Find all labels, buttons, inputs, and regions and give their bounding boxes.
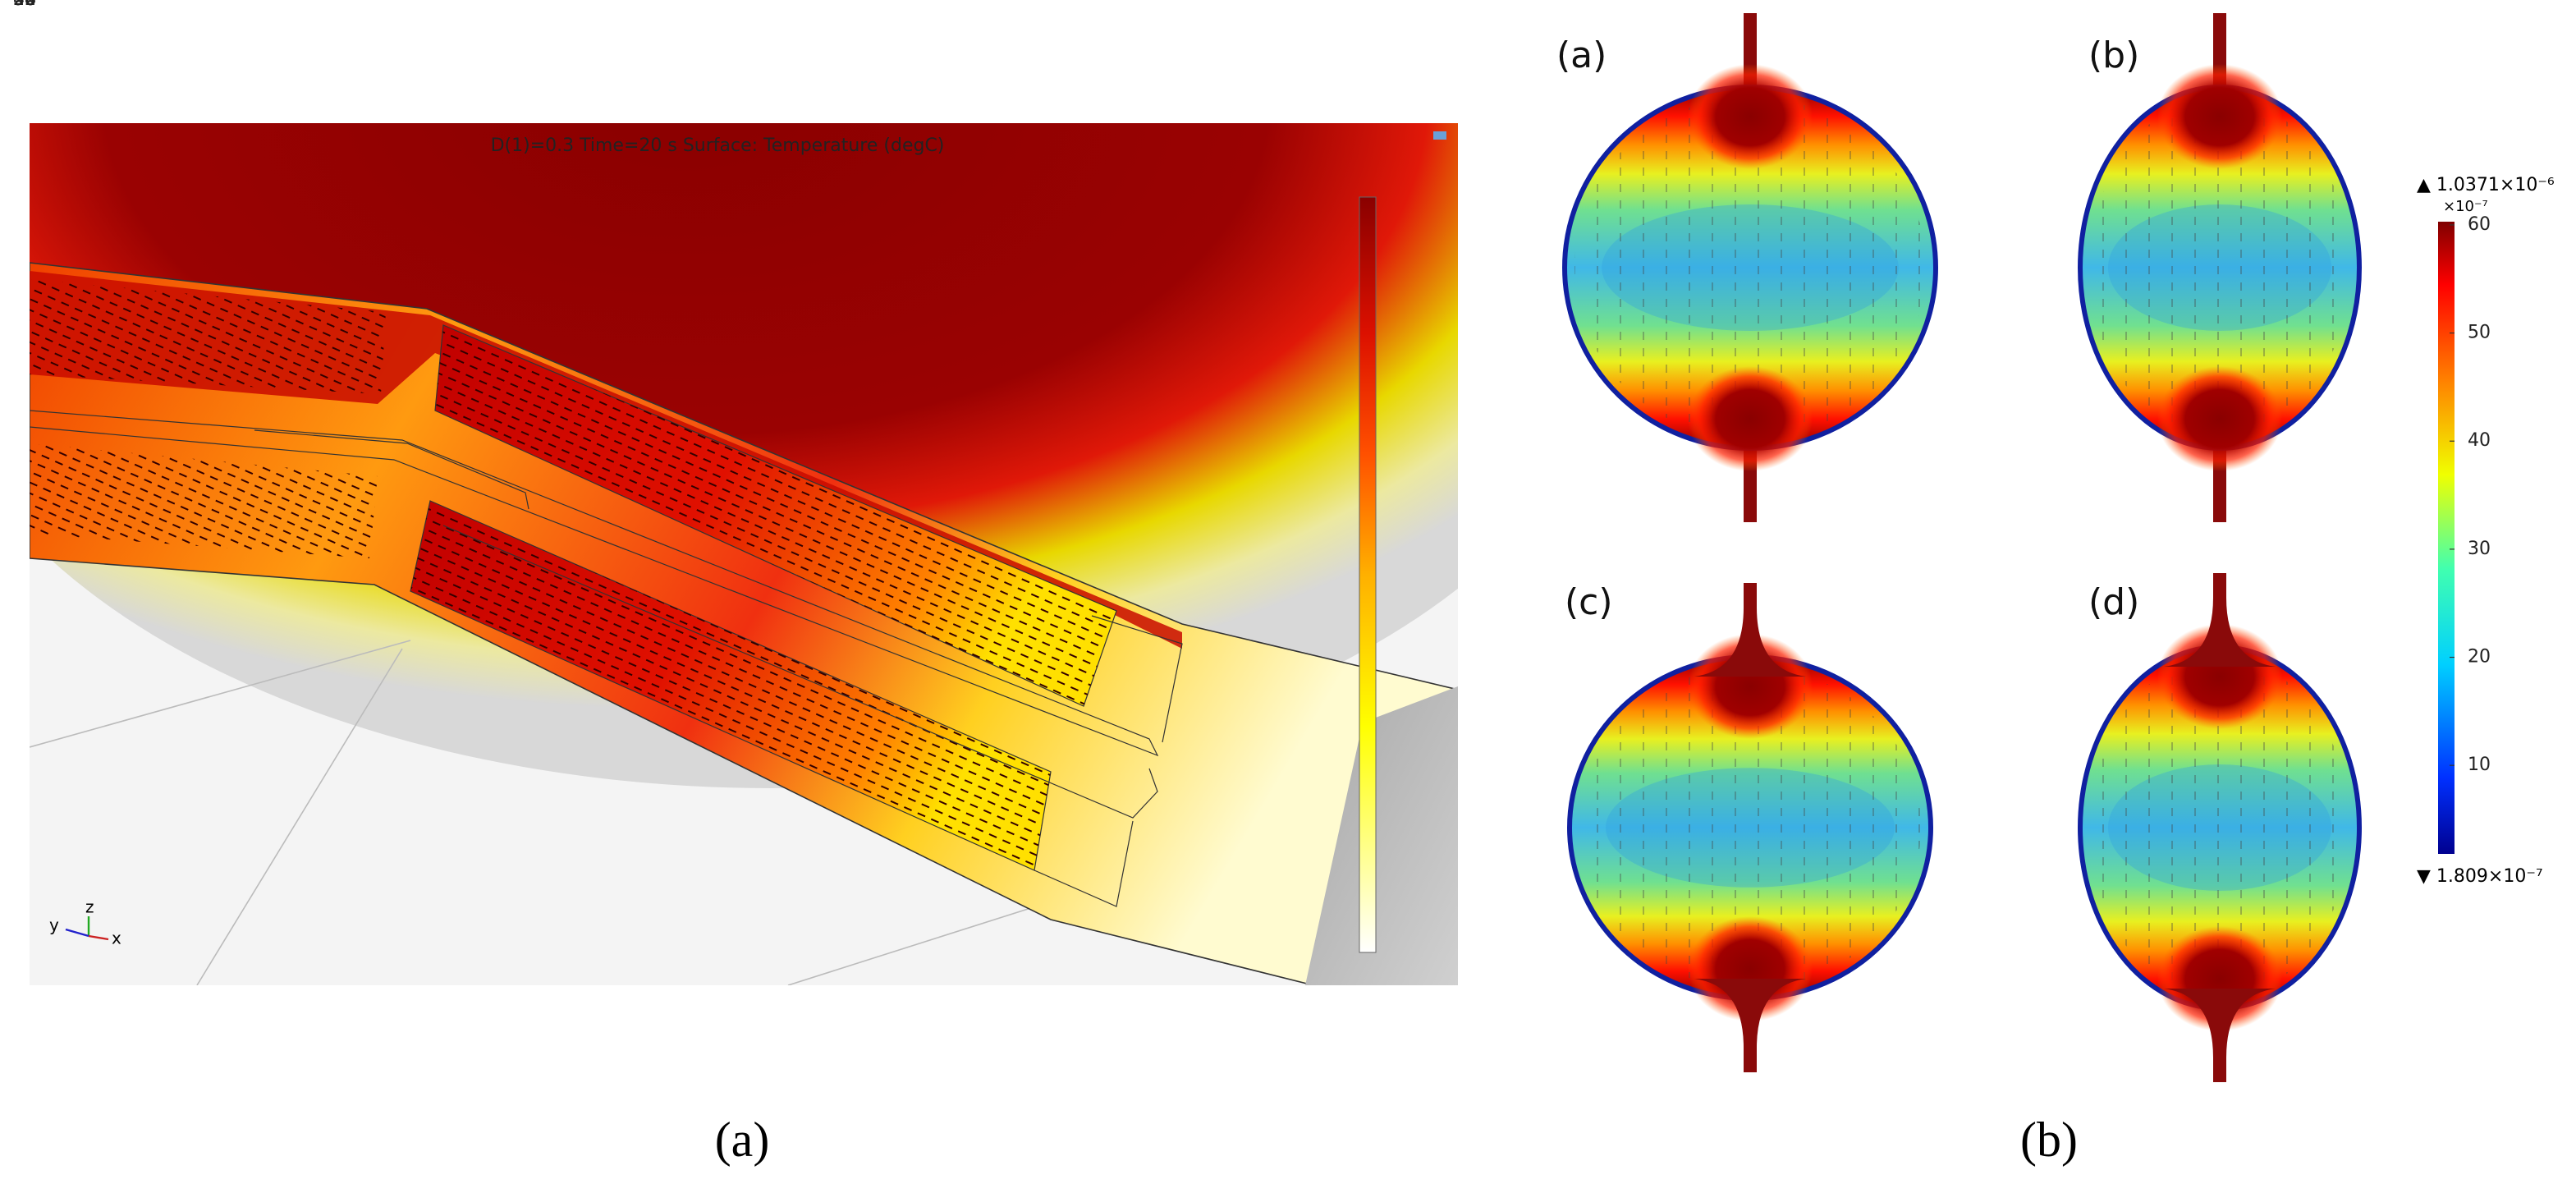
axis-triad: y z x (49, 897, 121, 948)
vector-field (30, 443, 378, 558)
electrode-flare (1694, 979, 1806, 1048)
vector-field (30, 279, 386, 394)
colorbar-tick-label: 34 (13, 0, 36, 10)
colorbar-tick-label: 40 (2468, 430, 2491, 451)
colorbar-tick-label: 38 (13, 0, 36, 10)
hot-pole (2157, 366, 2282, 471)
colorbar-tick-label: 30 (13, 0, 36, 10)
outline (1034, 820, 1134, 907)
hot-pole (2157, 624, 2282, 729)
electrode-flare (1694, 608, 1806, 677)
colorbar-min: ▼ 1.809×10⁻⁷ (2417, 866, 2543, 887)
subplot-label: (a) (1556, 34, 1607, 76)
colorbar (2438, 222, 2455, 854)
hot-pole (2157, 64, 2282, 169)
outline (442, 525, 1158, 819)
panel-label: (b) (2020, 1113, 2078, 1167)
window-icon (1433, 131, 1446, 140)
grey-block (1305, 686, 1458, 985)
vector-field (435, 325, 1116, 706)
triad-label: y (49, 915, 59, 935)
panel-label: (a) (715, 1113, 770, 1167)
colorbar-tick-label: 28 (13, 0, 36, 10)
triad-label: x (112, 929, 121, 948)
colorbar-unit: ×10⁻⁷ (2443, 198, 2488, 215)
colorbar-tick-label: 36 (13, 0, 36, 10)
ground-line (30, 640, 411, 748)
outline (254, 429, 529, 510)
electrode-flare (2164, 989, 2276, 1058)
ground-line (196, 648, 403, 985)
colorbar-tick-label: 20 (2468, 647, 2491, 668)
triad-axis (65, 928, 89, 938)
field-subplots: (a) (b) (c) (d) (1556, 13, 2362, 1082)
hot-pole (1688, 366, 1813, 471)
vector-field (1579, 667, 1921, 989)
colorbar-tick-label: 32 (13, 0, 36, 10)
electrode-flare (2164, 598, 2276, 667)
hot-pole (2157, 926, 2282, 1031)
colorbar-tick-label: 24 (13, 0, 36, 10)
hot-pole (1688, 916, 1813, 1021)
colorbar-max: ▲ 1.0371×10⁻⁶ (2417, 175, 2555, 195)
subplot-label: (d) (2088, 581, 2139, 623)
vector-field (1574, 97, 1926, 438)
colorbar-tick-label: 40 (13, 0, 36, 10)
hot-pole (1688, 64, 1813, 169)
triad-axis (88, 934, 109, 941)
colorbar-tick-label: 60 (2468, 214, 2491, 235)
vector-field (2090, 657, 2349, 998)
colorbar-tick-label: 26 (13, 0, 36, 10)
colorbar-tick-label: 30 (2468, 539, 2491, 559)
temperature-scene (30, 123, 1458, 985)
vector-field (410, 501, 1051, 870)
subplot-label: (b) (2088, 34, 2139, 76)
vector-field (2090, 97, 2349, 438)
colorbar (1359, 196, 1377, 953)
hot-pole (1688, 634, 1813, 739)
outline (1091, 615, 1183, 743)
colorbar-tick-label: 50 (2468, 323, 2491, 343)
subplot-label: (c) (1565, 581, 1613, 623)
colorbar-tick-label: 10 (2468, 755, 2491, 775)
plot-title: D(1)=0.3 Time=20 s Surface: Temperature … (491, 135, 945, 156)
outline (30, 410, 1159, 757)
triad-label: z (85, 897, 94, 917)
